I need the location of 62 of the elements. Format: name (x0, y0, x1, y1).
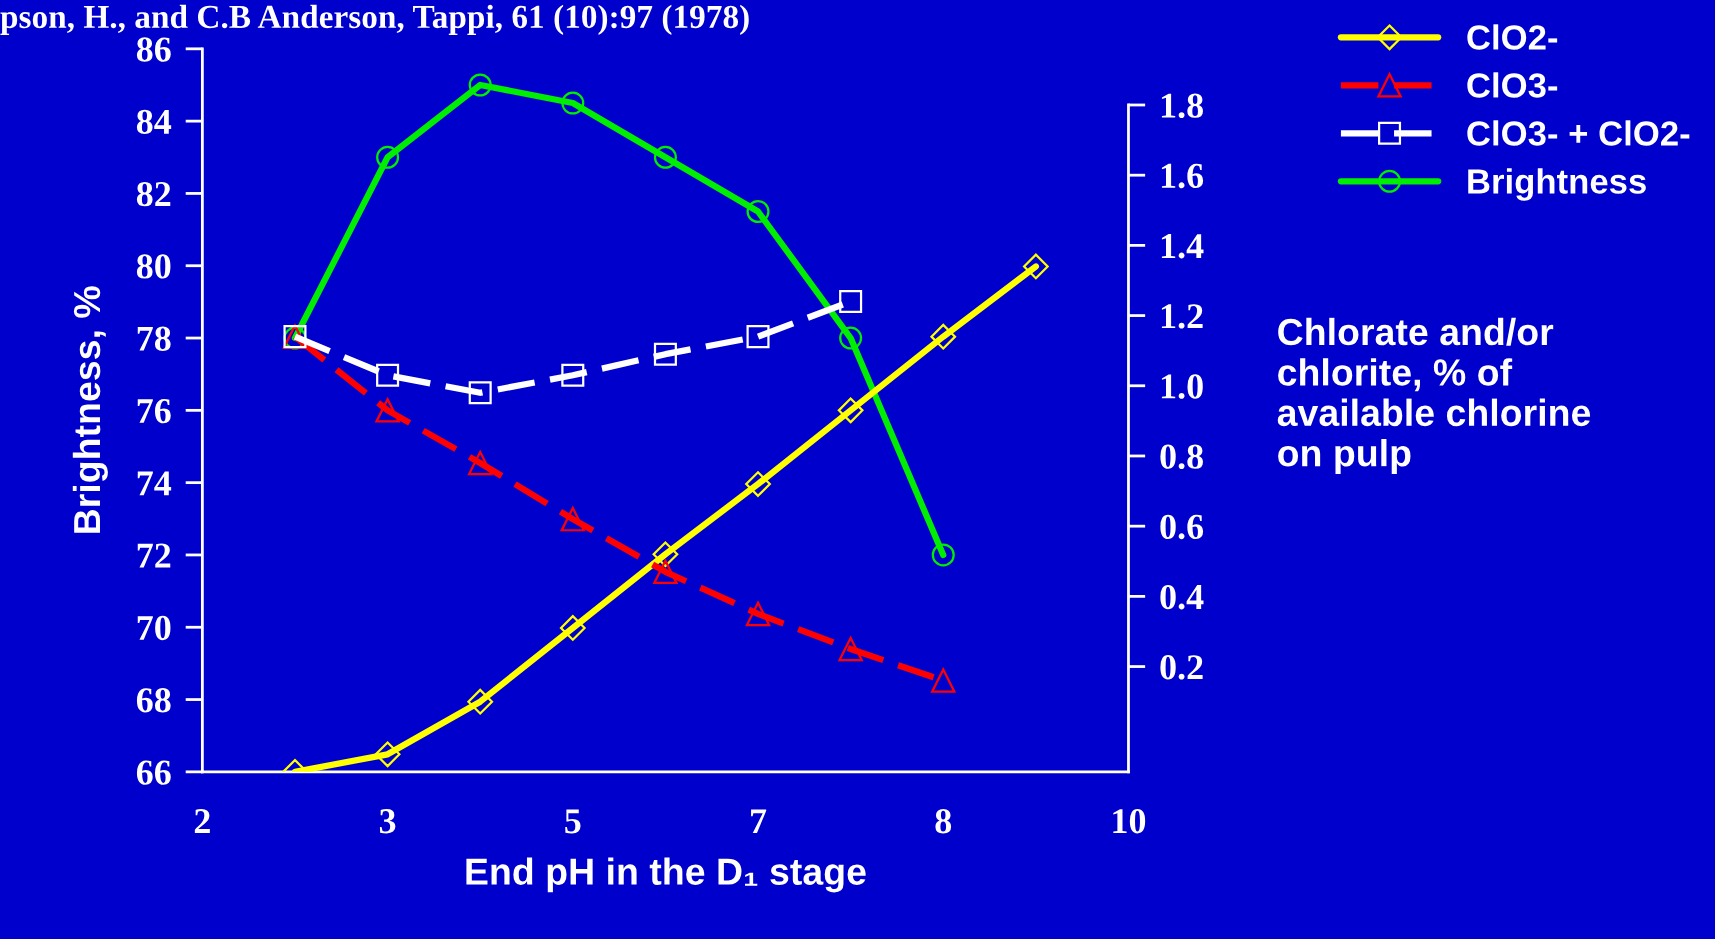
point (837, 397, 864, 424)
x-tick-label: 8 (935, 809, 952, 834)
point (467, 450, 493, 476)
y2-tick-label: 1.6 (1161, 163, 1204, 189)
point (839, 326, 863, 350)
y-tick-label: 68 (136, 688, 171, 713)
point (376, 363, 400, 387)
y2-tick-label: 0.2 (1160, 655, 1203, 680)
point (839, 290, 863, 314)
y-tick-label: 86 (136, 37, 171, 62)
y-tick-label: 84 (136, 109, 172, 135)
point (746, 325, 770, 349)
point (745, 601, 771, 627)
y-tick-label: 70 (137, 615, 171, 641)
y2-tick-label: 1.4 (1161, 234, 1204, 259)
y-axis-title: Brightness, % (72, 286, 108, 533)
point (468, 73, 492, 97)
point (467, 688, 494, 715)
point (1022, 253, 1049, 280)
point (375, 398, 400, 423)
y-tick-label: 82 (136, 181, 171, 207)
y2-tick-label: 1.0 (1161, 374, 1203, 399)
y-tick-label: 76 (137, 398, 171, 424)
y-tick-label: 66 (136, 760, 171, 785)
y2-tick-label: 1.8 (1161, 93, 1203, 119)
y2-tick-label: 0.8 (1160, 444, 1203, 470)
x-tick-label: 5 (565, 809, 581, 834)
y2-tick-label: 1.2 (1161, 304, 1203, 329)
y2-tick-label: 0.4 (1160, 584, 1204, 610)
point (560, 506, 586, 532)
point (559, 615, 586, 641)
point (468, 381, 492, 405)
point (931, 668, 956, 693)
x-axis-title: End pH in the D₁ stage (466, 857, 866, 893)
point (931, 543, 955, 567)
chart-title: pson, H., and C.B Anderson, Tappi, 61 (10):97 (1978) (0, 4, 749, 35)
point (930, 323, 957, 350)
y-tick-label: 72 (137, 543, 171, 568)
point (653, 559, 678, 585)
point (838, 636, 863, 662)
y-tick-label: 74 (137, 471, 172, 496)
point (376, 145, 400, 169)
point (561, 91, 585, 115)
point (745, 471, 771, 497)
point (374, 741, 401, 768)
x-tick-label: 10 (1113, 809, 1146, 834)
legend-label: ClO2- (1467, 24, 1558, 50)
x-tick-label: 2 (194, 809, 210, 834)
legend-label: ClO3- + ClO2- (1467, 120, 1690, 146)
y2-axis-title: Chlorate and/or chlorite, % of available chlorine on pulp (1277, 317, 1591, 474)
x-tick-label: 7 (751, 809, 767, 834)
y-tick-label: 78 (137, 326, 171, 351)
point (746, 199, 770, 224)
y-tick-label: 80 (136, 254, 171, 279)
y2-tick-label: 0.6 (1160, 514, 1204, 540)
point (653, 145, 677, 169)
legend-label: ClO3- (1467, 72, 1558, 98)
x-tick-label: 3 (379, 809, 396, 834)
point (561, 363, 585, 387)
point (653, 342, 677, 366)
legend-label: Brightness (1468, 168, 1646, 201)
point (652, 541, 679, 568)
